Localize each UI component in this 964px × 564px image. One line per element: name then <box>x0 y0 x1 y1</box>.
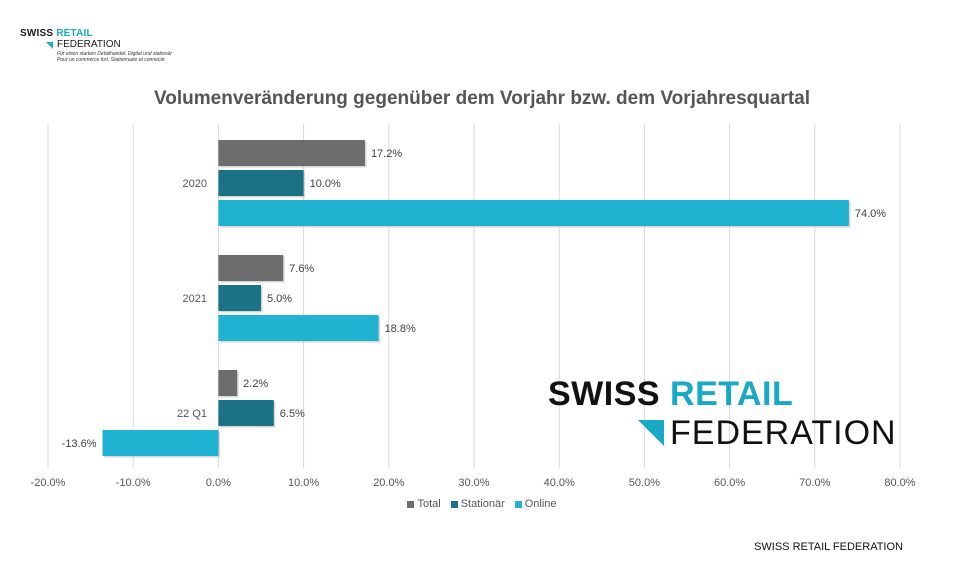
legend-item-total: Total <box>407 498 441 510</box>
data-label: 7.6% <box>289 263 314 275</box>
category-label: 2021 <box>183 293 207 305</box>
logo-small-retail: RETAIL <box>56 28 93 39</box>
data-label: 6.5% <box>280 408 305 420</box>
logo-small-swiss: SWISS <box>20 28 54 39</box>
x-tick-label: 20.0% <box>373 477 404 489</box>
legend-item-stationaer: Stationär <box>450 498 505 510</box>
data-label: 17.2% <box>371 148 402 160</box>
logo-tagline-fr: Pour un commerce fort. Stationnaire et c… <box>57 57 165 63</box>
logo-small-federation: FEDERATION <box>57 39 121 50</box>
category-label: 2020 <box>183 178 207 190</box>
x-tick-label: 40.0% <box>544 477 575 489</box>
x-tick-label: 70.0% <box>799 477 830 489</box>
data-label: 2.2% <box>243 378 268 390</box>
data-label: 5.0% <box>267 293 292 305</box>
bar <box>218 285 261 311</box>
legend-label-stationaer: Stationär <box>460 498 505 510</box>
legend-item-online: Online <box>514 498 557 510</box>
bar <box>218 140 365 166</box>
chart-legend: Total Stationär Online <box>0 498 964 510</box>
bar <box>218 200 849 226</box>
x-tick-label: 0.0% <box>206 477 231 489</box>
legend-label-total: Total <box>417 498 441 510</box>
logo-small: SWISS RETAIL FEDERATION Für einen starke… <box>20 28 172 63</box>
bar <box>218 370 238 396</box>
logo-big-swiss: SWISS <box>548 375 661 413</box>
bar <box>218 315 379 341</box>
legend-label-online: Online <box>524 498 557 510</box>
legend-swatch-online <box>514 500 522 508</box>
x-tick-label: 80.0% <box>884 477 915 489</box>
x-tick-label: -10.0% <box>116 477 151 489</box>
x-tick-label: 50.0% <box>629 477 660 489</box>
category-label: 22 Q1 <box>177 408 207 420</box>
legend-swatch-stationaer <box>450 500 458 508</box>
bar <box>218 255 284 281</box>
bar <box>218 170 304 196</box>
data-label: 18.8% <box>385 323 416 335</box>
data-label: 74.0% <box>855 208 886 220</box>
bar <box>102 430 219 456</box>
logo-big-federation: FEDERATION <box>670 414 897 452</box>
footer-text: SWISS RETAIL FEDERATION <box>754 541 903 553</box>
logo-watermark: SWISS RETAIL FEDERATION <box>548 375 897 451</box>
x-tick-label: 10.0% <box>288 477 319 489</box>
logo-big-retail: RETAIL <box>670 375 794 413</box>
logo-triangle-icon <box>46 41 53 49</box>
bar <box>218 400 274 426</box>
x-tick-label: 60.0% <box>714 477 745 489</box>
x-tick-label: -20.0% <box>31 477 66 489</box>
data-label: -13.6% <box>62 438 97 450</box>
legend-swatch-total <box>407 500 415 508</box>
logo-tagline-de: Für einen starken Detailhandel. Digital … <box>57 51 173 57</box>
logo-big-triangle-icon <box>638 420 664 446</box>
x-tick-label: 30.0% <box>458 477 489 489</box>
data-label: 10.0% <box>310 178 341 190</box>
chart-title: Volumenveränderung gegenüber dem Vorjahr… <box>154 88 810 109</box>
